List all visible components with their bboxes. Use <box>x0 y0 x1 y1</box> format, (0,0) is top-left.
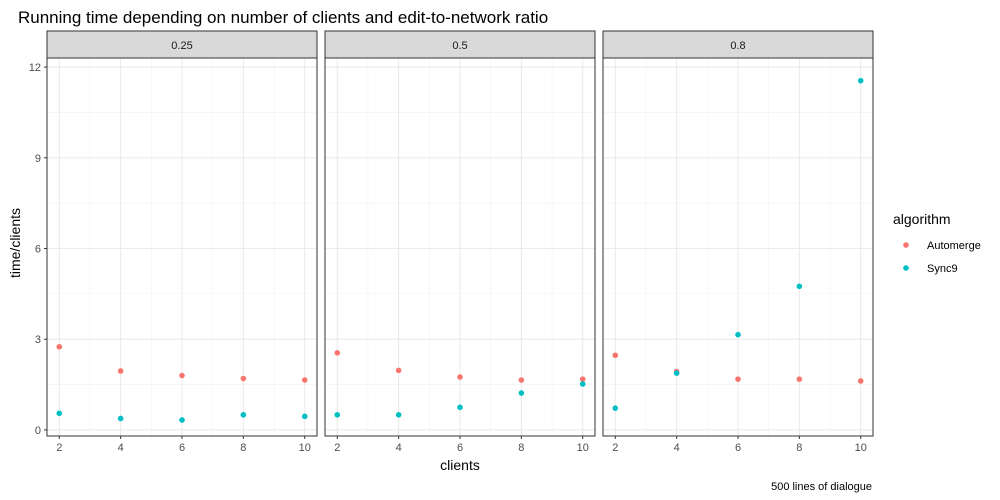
point-automerge <box>579 376 586 382</box>
point-sync9 <box>518 390 525 396</box>
x-tick-label: 8 <box>240 442 246 454</box>
point-automerge <box>117 368 124 374</box>
x-tick-label: 8 <box>796 442 802 454</box>
point-sync9 <box>395 412 402 418</box>
point-sync9 <box>796 283 803 290</box>
legend-key <box>903 242 909 248</box>
point-sync9 <box>579 381 586 387</box>
x-tick-label: 4 <box>118 442 124 454</box>
point-automerge <box>518 377 525 383</box>
point-automerge <box>179 372 185 379</box>
point-automerge <box>56 343 63 350</box>
facet-strip-label: 0.5 <box>452 40 467 52</box>
legend-entry-sync9: Sync9 <box>903 263 958 275</box>
point-sync9 <box>179 417 185 423</box>
facet-panel-0.8: 0.8 2 4 6 8 10 <box>602 30 874 454</box>
facet-strip-label: 0.25 <box>171 40 192 52</box>
point-automerge <box>334 350 341 356</box>
point-sync9 <box>612 405 619 411</box>
point-automerge <box>301 377 308 383</box>
x-tick-label: 10 <box>577 442 589 454</box>
y-tick-label: 9 <box>35 153 41 165</box>
x-tick-label: 6 <box>179 442 185 454</box>
point-sync9 <box>735 331 741 338</box>
point-sync9 <box>457 404 463 411</box>
legend-label: Automerge <box>927 240 981 252</box>
caption: 500 lines of dialogue <box>771 481 872 493</box>
point-sync9 <box>56 410 63 417</box>
point-sync9 <box>673 370 680 376</box>
point-sync9 <box>117 415 124 422</box>
x-tick-label: 2 <box>612 442 618 454</box>
point-sync9 <box>301 413 308 420</box>
point-automerge <box>796 376 803 382</box>
x-tick-label: 10 <box>299 442 311 454</box>
x-tick-label: 4 <box>396 442 402 454</box>
legend-title: algorithm <box>893 211 951 227</box>
legend-label: Sync9 <box>927 263 958 275</box>
legend: algorithm Automerge Sync9 <box>893 211 981 275</box>
y-tick-label: 12 <box>29 62 41 74</box>
x-tick-label: 4 <box>674 442 680 454</box>
point-automerge <box>735 376 741 382</box>
point-sync9 <box>334 412 341 418</box>
x-tick-label: 10 <box>855 442 867 454</box>
point-automerge <box>240 375 247 382</box>
x-tick-label: 6 <box>735 442 741 454</box>
point-automerge <box>857 378 864 384</box>
facet-panel-0.5: 0.5 2 4 6 8 10 <box>324 30 596 454</box>
point-automerge <box>457 374 463 380</box>
point-sync9 <box>240 412 247 418</box>
x-tick-label: 6 <box>457 442 463 454</box>
facet-strip <box>46 30 318 59</box>
facet-panel-0.25: 0.25 2 4 6 8 10 0 3 6 9 12 <box>29 30 318 454</box>
facet-panels: 0.25 2 4 6 8 10 0 3 6 9 12 0.5 2 4 6 8 10 0.8 2 4 6 8 10 <box>29 30 874 454</box>
legend-key <box>903 265 909 271</box>
facet-strip-label: 0.8 <box>730 40 745 52</box>
chart-title: Running time depending on number of clie… <box>18 8 548 27</box>
y-tick-label: 6 <box>35 244 41 256</box>
x-axis-title: clients <box>440 457 480 473</box>
x-tick-label: 8 <box>518 442 524 454</box>
y-tick-label: 3 <box>35 334 41 346</box>
y-tick-label: 0 <box>35 425 41 437</box>
point-automerge <box>612 352 619 359</box>
x-tick-label: 2 <box>56 442 62 454</box>
y-axis-title: time/clients <box>7 208 23 278</box>
x-tick-label: 2 <box>334 442 340 454</box>
point-sync9 <box>857 77 864 84</box>
legend-entry-automerge: Automerge <box>903 240 981 252</box>
point-automerge <box>395 367 402 374</box>
